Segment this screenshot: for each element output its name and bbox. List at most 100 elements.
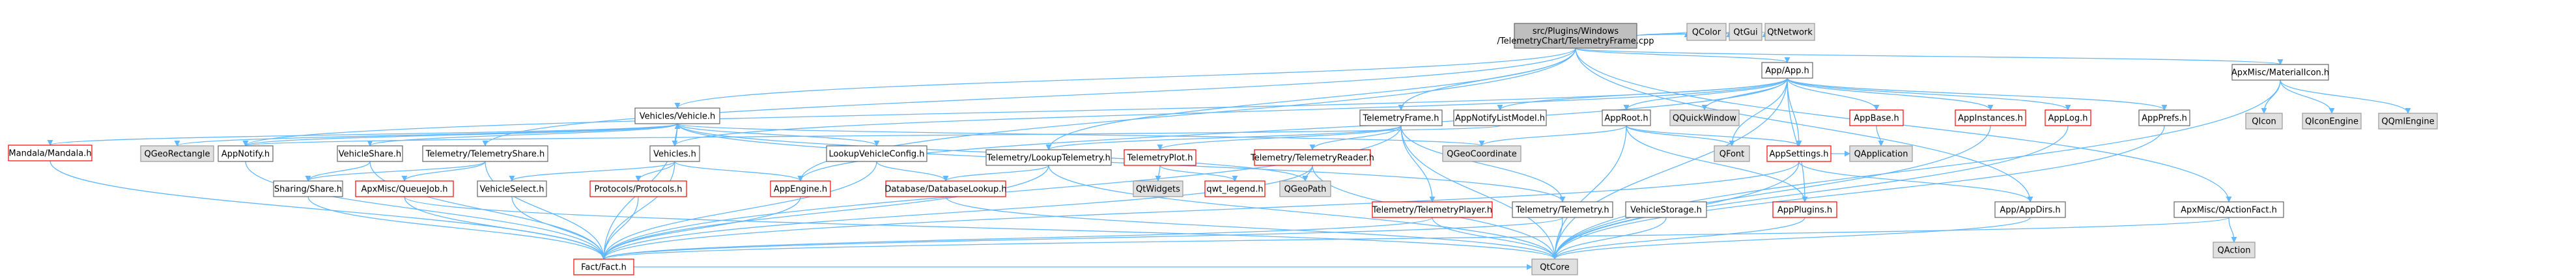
edge-appnotifylistmodel-to-appnotify <box>243 125 1501 146</box>
node-fact[interactable]: Fact/Fact.h <box>573 258 634 275</box>
node-appprefs[interactable]: AppPrefs.h <box>2138 109 2190 126</box>
node-box <box>1849 109 1904 126</box>
edge-root-to-appapp <box>1575 48 1790 63</box>
edge-telemetryshare-to-fact <box>485 161 607 260</box>
node-telemetrylookup[interactable]: Telemetry/LookupTelemetry.h <box>985 149 1112 166</box>
node-box <box>985 149 1112 166</box>
node-qgeocoordinate: QGeoCoordinate <box>1442 145 1522 162</box>
edge-vehicles-to-vehicleselect <box>509 161 675 182</box>
node-appnotify[interactable]: AppNotify.h <box>218 145 274 162</box>
node-box <box>337 145 403 162</box>
node-appplugins[interactable]: AppPlugins.h <box>1772 201 1837 218</box>
node-telemetrytelemetry[interactable]: Telemetry/Telemetry.h <box>1512 201 1613 218</box>
edge-vehicleshare-to-sharing <box>305 161 371 182</box>
edge-telemetrytelemetry-to-fact <box>601 217 1563 260</box>
node-box <box>1372 201 1493 218</box>
node-box <box>1512 201 1613 218</box>
node-telemetryplot[interactable]: TelemetryPlot.h <box>1124 149 1196 166</box>
node-vehicles[interactable]: Vehicles.h <box>649 145 700 162</box>
node-sharing[interactable]: Sharing/Share.h <box>273 180 343 197</box>
node-telemetryreader[interactable]: Telemetry/TelemetryReader.h <box>1250 149 1374 166</box>
node-queuejob[interactable]: ApxMisc/QueueJob.h <box>355 180 454 197</box>
node-box <box>1729 23 1762 41</box>
node-qcolor: QColor <box>1686 23 1727 41</box>
node-vehiclestorage[interactable]: VehicleStorage.h <box>1625 201 1707 218</box>
node-qqmlengine: QQmlEngine <box>2378 113 2438 130</box>
node-label: Mandala/Mandala.h <box>8 149 91 159</box>
node-label: AppPlugins.h <box>1777 206 1832 215</box>
node-box <box>2045 109 2091 126</box>
node-telemetryplayer[interactable]: Telemetry/TelemetryPlayer.h <box>1372 201 1493 218</box>
node-qwtlegend[interactable]: qwt_legend.h <box>1204 180 1266 197</box>
node-telemetryframe[interactable]: TelemetryFrame.h <box>1359 109 1443 126</box>
edge-vehicles-to-vehiclesvehicle <box>674 123 681 146</box>
node-dblookup[interactable]: Database/DatabaseLookup.h <box>885 180 1007 197</box>
node-box <box>1602 109 1651 126</box>
edge-appapp-to-appbase <box>1787 77 1880 111</box>
node-label: QGeoCoordinate <box>1447 150 1517 160</box>
node-appnotifylistmodel[interactable]: AppNotifyListModel.h <box>1453 109 1547 126</box>
node-label: QIconEngine <box>2305 117 2358 127</box>
node-label: QFont <box>1720 150 1745 160</box>
node-label: QIcon <box>2252 117 2276 127</box>
edge-lookupvehicleconfig-to-dblookup <box>876 161 949 182</box>
node-box <box>8 145 92 161</box>
edge-telemetryframe-to-telemetryplayer <box>1400 125 1436 202</box>
node-qtgui: QtGui <box>1729 23 1762 41</box>
node-qfont: QFont <box>1714 145 1750 162</box>
node-lookupvehicleconfig[interactable]: LookupVehicleConfig.h <box>826 145 927 162</box>
node-label: Telemetry/LookupTelemetry.h <box>986 154 1111 163</box>
node-qtnetwork: QtNetwork <box>1764 23 1815 41</box>
node-label: /TelemetryChart/TelemetryFrame.cpp <box>1497 36 1654 46</box>
node-qactionfact[interactable]: ApxMisc/QActionFact.h <box>2173 201 2284 218</box>
edge-telemetrylookup-to-dblookup <box>942 165 1049 182</box>
node-box <box>589 180 687 197</box>
node-appinstances[interactable]: AppInstances.h <box>1955 109 2026 126</box>
node-box <box>1442 145 1522 162</box>
node-label: AppNotifyListModel.h <box>1455 114 1545 124</box>
node-appsettings[interactable]: AppSettings.h <box>1766 145 1832 162</box>
edge-vehiclestorage-to-qtcore <box>1551 217 1667 260</box>
node-box <box>1764 23 1815 41</box>
edge-approot-to-appsettings <box>1626 125 1802 146</box>
node-telemetryshare[interactable]: Telemetry/TelemetryShare.h <box>422 145 548 162</box>
edge-appsettings-to-fact <box>601 161 1800 260</box>
node-mandala[interactable]: Mandala/Mandala.h <box>8 145 92 161</box>
node-label: Vehicles/Vehicle.h <box>640 112 716 122</box>
node-appbase[interactable]: AppBase.h <box>1849 109 1904 126</box>
node-label: Telemetry/TelemetryPlayer.h <box>1372 206 1492 215</box>
edge-telemetryplot-to-qtwidgets <box>1155 165 1161 182</box>
node-vehiclesvehicle[interactable]: Vehicles/Vehicle.h <box>634 107 720 124</box>
node-box <box>1761 62 1813 79</box>
edge-appapp-to-appprefs <box>1787 77 2168 111</box>
edge-root-to-appdirs <box>1575 48 2033 202</box>
edge-telemetrylookup-to-qtcore <box>1048 165 1558 260</box>
edge-telemetryframe-to-telemetryreader <box>1309 125 1402 150</box>
node-appapp[interactable]: App/App.h <box>1761 62 1813 79</box>
node-materialicon[interactable]: ApxMisc/MaterialIcon.h <box>2231 64 2329 81</box>
edge-telemetryshare-to-queuejob <box>401 161 486 182</box>
edge-appapp-to-appplugins <box>1787 77 1808 202</box>
node-label: QGeoRectangle <box>144 150 210 160</box>
node-appdirs[interactable]: App/AppDirs.h <box>1994 201 2066 218</box>
node-qquickwindow: QQuickWindow <box>1669 109 1740 126</box>
node-approot[interactable]: AppRoot.h <box>1602 109 1651 126</box>
node-box <box>826 145 927 162</box>
edge-vehicles-to-fact <box>601 161 675 260</box>
edge-telemetryplayer-to-fact <box>601 217 1433 260</box>
node-applog[interactable]: AppLog.h <box>2045 109 2091 126</box>
node-root[interactable]: src/Plugins/Windows/TelemetryChart/Telem… <box>1497 23 1654 49</box>
node-protocols[interactable]: Protocols/Protocols.h <box>589 180 687 197</box>
edge-vehiclesvehicle-to-appnotify <box>242 123 678 146</box>
node-label: QAction <box>2218 246 2251 256</box>
node-qgeorectangle: QGeoRectangle <box>140 145 214 162</box>
node-appengine[interactable]: AppEngine.h <box>770 180 831 197</box>
node-vehicleshare[interactable]: VehicleShare.h <box>337 145 403 162</box>
edge-layer <box>47 31 2411 270</box>
node-box <box>1514 23 1637 49</box>
node-vehicleselect[interactable]: VehicleSelect.h <box>477 180 547 197</box>
node-label: AppRoot.h <box>1604 114 1648 124</box>
node-qtcore: QtCore <box>1531 258 1578 275</box>
edge-appinstances-to-qtcore <box>1551 125 1991 260</box>
node-box <box>770 180 831 197</box>
